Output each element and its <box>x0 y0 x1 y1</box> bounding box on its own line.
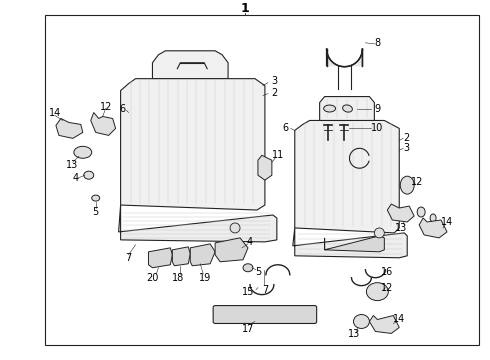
Polygon shape <box>56 118 83 138</box>
Ellipse shape <box>84 171 94 179</box>
Text: 14: 14 <box>441 217 453 227</box>
Polygon shape <box>419 218 447 238</box>
Text: 3: 3 <box>272 76 278 86</box>
Text: 9: 9 <box>374 104 380 113</box>
Polygon shape <box>148 248 172 268</box>
Polygon shape <box>190 244 215 266</box>
Text: 14: 14 <box>393 315 405 324</box>
Text: 7: 7 <box>262 285 268 294</box>
Polygon shape <box>319 96 374 121</box>
Ellipse shape <box>417 207 425 217</box>
Text: 3: 3 <box>403 143 409 153</box>
Text: 11: 11 <box>272 150 284 160</box>
Text: 15: 15 <box>242 287 254 297</box>
Polygon shape <box>119 205 277 242</box>
Text: 13: 13 <box>348 329 361 339</box>
Text: 6: 6 <box>283 123 289 134</box>
Ellipse shape <box>243 264 253 272</box>
Polygon shape <box>295 121 399 233</box>
Text: 12: 12 <box>411 177 423 187</box>
Text: 2: 2 <box>403 133 409 143</box>
Polygon shape <box>293 228 407 258</box>
Text: 14: 14 <box>49 108 61 118</box>
Text: 19: 19 <box>199 273 211 283</box>
Ellipse shape <box>323 105 336 112</box>
Text: 2: 2 <box>272 87 278 98</box>
Circle shape <box>230 223 240 233</box>
Polygon shape <box>258 155 272 180</box>
Polygon shape <box>172 247 190 266</box>
Ellipse shape <box>367 283 388 301</box>
Text: 6: 6 <box>120 104 125 113</box>
Ellipse shape <box>430 214 436 222</box>
Ellipse shape <box>400 176 414 194</box>
Text: 4: 4 <box>73 173 79 183</box>
Polygon shape <box>215 238 248 262</box>
Text: 12: 12 <box>99 102 112 112</box>
Polygon shape <box>152 51 228 78</box>
Text: 16: 16 <box>381 267 393 277</box>
FancyBboxPatch shape <box>213 306 317 324</box>
Polygon shape <box>91 112 116 135</box>
Text: 13: 13 <box>395 223 407 233</box>
Text: 5: 5 <box>255 267 261 277</box>
Ellipse shape <box>74 146 92 158</box>
Polygon shape <box>327 49 363 67</box>
Ellipse shape <box>343 105 352 112</box>
Text: 4: 4 <box>247 237 253 247</box>
Text: 1: 1 <box>241 3 249 15</box>
Polygon shape <box>369 315 399 333</box>
Text: 7: 7 <box>125 253 132 263</box>
Text: 13: 13 <box>66 160 78 170</box>
Text: 5: 5 <box>93 207 99 217</box>
Text: 8: 8 <box>374 38 380 48</box>
Polygon shape <box>324 236 384 252</box>
Text: 12: 12 <box>381 283 393 293</box>
Text: 10: 10 <box>371 123 384 134</box>
Text: 20: 20 <box>146 273 159 283</box>
Text: 18: 18 <box>172 273 184 283</box>
Ellipse shape <box>92 195 99 201</box>
Polygon shape <box>121 78 265 210</box>
Bar <box>45 15 479 345</box>
Polygon shape <box>387 204 414 222</box>
Ellipse shape <box>353 315 369 328</box>
Text: 17: 17 <box>242 324 254 334</box>
Circle shape <box>374 228 384 238</box>
